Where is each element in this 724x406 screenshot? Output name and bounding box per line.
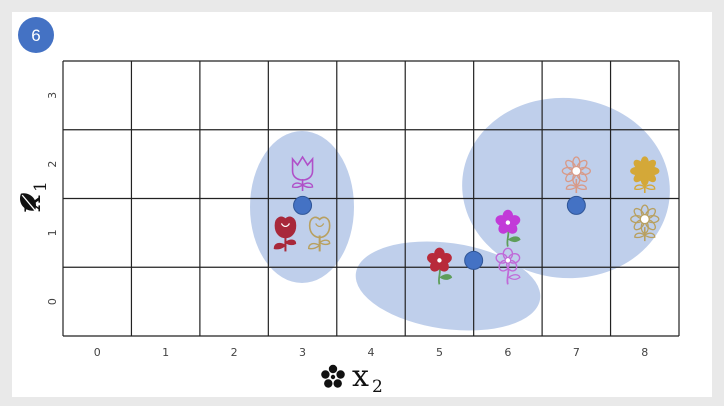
- x-tick-label: 5: [436, 346, 443, 359]
- flower-outline-icon: [495, 247, 521, 285]
- sunflower-outline-icon: [630, 204, 660, 242]
- x-tick-labels: 0 1 2 3 4 5 6 7 8: [94, 346, 649, 359]
- y-tick-label: 0: [46, 298, 59, 305]
- x-tick-label: 4: [368, 346, 375, 359]
- centroid-right: [566, 195, 586, 215]
- rose-filled-icon: [273, 216, 297, 252]
- sunflower-outline-icon: [561, 156, 591, 193]
- step-badge: 6: [18, 17, 54, 53]
- x-tick-label: 0: [94, 346, 101, 359]
- x-tick-label: 2: [231, 346, 238, 359]
- centroid-left: [293, 195, 313, 215]
- flower-filled-icon: [495, 209, 521, 247]
- grid: [62, 60, 680, 337]
- rose-outline-icon: [307, 216, 331, 252]
- step-badge-circle: [18, 17, 54, 53]
- x-tick-label: 8: [641, 346, 648, 359]
- x-tick-label: 1: [162, 346, 169, 359]
- centroids-layer: [293, 195, 586, 270]
- centroid-bottom: [464, 250, 484, 270]
- x-axis-subscript: 2: [372, 377, 383, 397]
- x-tick-label: 7: [573, 346, 580, 359]
- y-tick-label: 1: [46, 229, 59, 236]
- flower-cluster-icon: [321, 364, 345, 388]
- y-axis-subscript: 1: [31, 181, 51, 192]
- y-tick-label: 2: [46, 161, 59, 168]
- flowers-layer: [273, 155, 660, 285]
- x-axis-label: x 2: [321, 359, 383, 397]
- leaf-icon: [20, 193, 37, 212]
- flower-filled-icon: [427, 247, 453, 285]
- x-axis-symbol: x: [352, 359, 369, 394]
- sunflower-filled-icon: [630, 156, 660, 193]
- y-tick-label: 3: [46, 92, 59, 99]
- tulip-outline-icon: [291, 155, 314, 191]
- cluster-bottom-ellipse: [355, 241, 541, 331]
- x-tick-label: 3: [299, 346, 306, 359]
- step-badge-label: 6: [31, 26, 40, 45]
- x-tick-label: 6: [504, 346, 511, 359]
- y-tick-labels: 0 1 2 3: [46, 92, 59, 305]
